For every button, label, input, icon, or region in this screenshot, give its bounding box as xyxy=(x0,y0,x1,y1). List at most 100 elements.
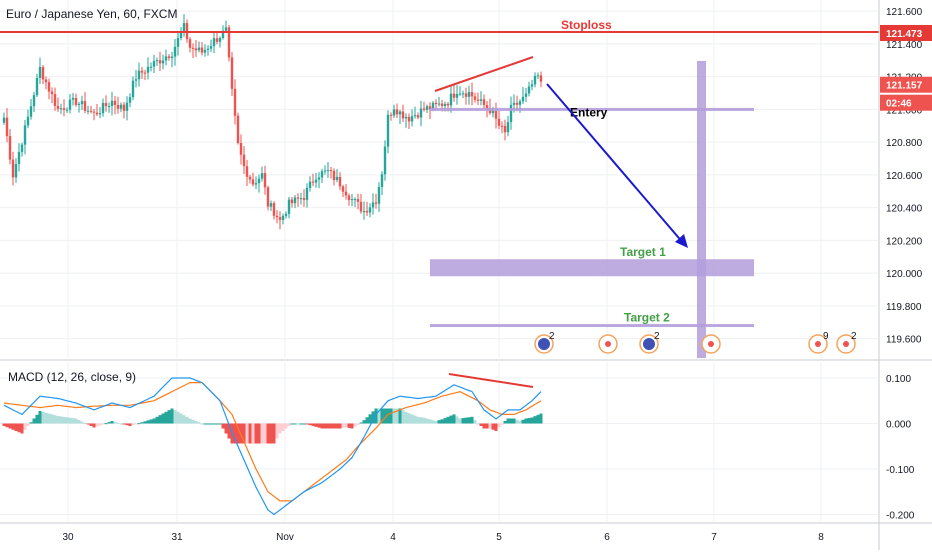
histogram-bar xyxy=(338,423,342,429)
time-tick-label: 31 xyxy=(171,532,183,543)
histogram-bar xyxy=(155,416,159,424)
candle-body xyxy=(149,66,153,68)
histogram-bar xyxy=(80,421,84,424)
histogram-bar xyxy=(233,423,237,444)
histogram-bar xyxy=(149,419,153,424)
histogram-bar xyxy=(26,423,30,427)
macd-line xyxy=(3,377,542,516)
histogram-bar xyxy=(491,423,495,430)
histogram-bar xyxy=(218,423,222,425)
candle-body xyxy=(224,27,228,31)
histogram-bar xyxy=(527,417,531,424)
histogram-bar xyxy=(362,420,366,424)
histogram-bar xyxy=(401,410,405,424)
candle-body xyxy=(341,186,345,192)
histogram-bar xyxy=(5,423,9,428)
histogram-bar xyxy=(422,417,426,424)
histogram-bar xyxy=(188,418,192,424)
candle-body xyxy=(68,99,72,110)
candle-body xyxy=(50,91,54,95)
candle-body xyxy=(137,70,141,80)
histogram-bar xyxy=(116,422,120,424)
candle-body xyxy=(284,213,288,216)
histogram-bar xyxy=(68,417,72,424)
histogram-bar xyxy=(467,417,471,424)
histogram-bar xyxy=(434,420,438,424)
histogram-bar xyxy=(524,418,528,424)
histogram-bar xyxy=(536,414,540,424)
histogram-bar xyxy=(485,423,489,429)
time-tick-label: 4 xyxy=(390,532,396,543)
histogram-bar xyxy=(296,423,300,425)
histogram-bar xyxy=(38,410,42,424)
candle-body xyxy=(119,104,123,109)
histogram-bar xyxy=(203,423,207,425)
candle-body xyxy=(497,118,501,126)
candle-body xyxy=(506,122,510,133)
macd-pane[interactable] xyxy=(2,373,543,516)
histogram-bar xyxy=(77,419,81,424)
price-pane[interactable]: Stoploss Entery Target 1 Target 2 2 2 9 2 xyxy=(0,14,879,358)
candle-body xyxy=(215,38,219,42)
histogram-bar xyxy=(248,423,252,444)
candle-body xyxy=(86,110,90,112)
histogram-bar xyxy=(530,417,534,424)
earnings-dot-icon xyxy=(605,341,611,347)
histogram-bar xyxy=(62,416,66,424)
candle-body xyxy=(356,199,360,202)
candle-body xyxy=(188,39,192,48)
histogram-bar xyxy=(281,423,285,432)
candle-body xyxy=(350,199,354,201)
candle-body xyxy=(518,101,522,105)
countdown-badge-bg xyxy=(880,94,932,111)
histogram-bar xyxy=(206,423,210,425)
candle-body xyxy=(380,174,384,187)
candle-body xyxy=(281,215,285,220)
price-tick-label: 121.600 xyxy=(886,7,923,18)
histogram-bar xyxy=(413,415,417,424)
histogram-bar xyxy=(101,423,105,425)
histogram-bar xyxy=(308,423,312,426)
candle-body xyxy=(212,38,216,47)
entry-zone-line xyxy=(430,107,754,111)
candle-body xyxy=(455,94,459,98)
earnings-dot-icon xyxy=(843,341,849,347)
candle-body xyxy=(494,110,498,119)
candle-body xyxy=(527,86,531,94)
candle-body xyxy=(500,125,504,127)
candle-body xyxy=(230,57,234,89)
histogram-bar xyxy=(170,408,174,424)
histogram-bar xyxy=(302,423,306,425)
histogram-bar xyxy=(305,423,309,425)
histogram-bar xyxy=(251,423,255,444)
candle-body xyxy=(74,97,78,105)
earnings-dot-icon xyxy=(708,341,714,347)
entry-label: Entery xyxy=(570,105,608,119)
candle-body xyxy=(116,104,120,109)
candle-body xyxy=(14,164,18,178)
histogram-bar xyxy=(173,410,177,424)
candle-body xyxy=(398,111,402,115)
candle-body xyxy=(71,97,75,100)
histogram-bar xyxy=(113,421,117,424)
histogram-bar xyxy=(179,413,183,424)
histogram-bar xyxy=(446,416,450,424)
candle-body xyxy=(410,116,414,122)
price-tick-label: 119.600 xyxy=(886,335,922,346)
histogram-bar xyxy=(128,423,132,427)
candle-body xyxy=(299,198,303,200)
candle-body xyxy=(428,106,432,110)
candle-body xyxy=(449,93,453,106)
candle-body xyxy=(227,27,231,58)
histogram-bar xyxy=(176,411,180,424)
histogram-bar xyxy=(146,420,150,424)
histogram-bar xyxy=(350,423,354,429)
histogram-bar xyxy=(71,418,75,424)
candle-body xyxy=(530,84,534,87)
histogram-bar xyxy=(287,423,291,427)
candle-body xyxy=(353,199,357,201)
macd-title: MACD (12, 26, close, 9) xyxy=(8,370,136,384)
candles xyxy=(2,14,543,230)
histogram-bar xyxy=(425,418,429,424)
